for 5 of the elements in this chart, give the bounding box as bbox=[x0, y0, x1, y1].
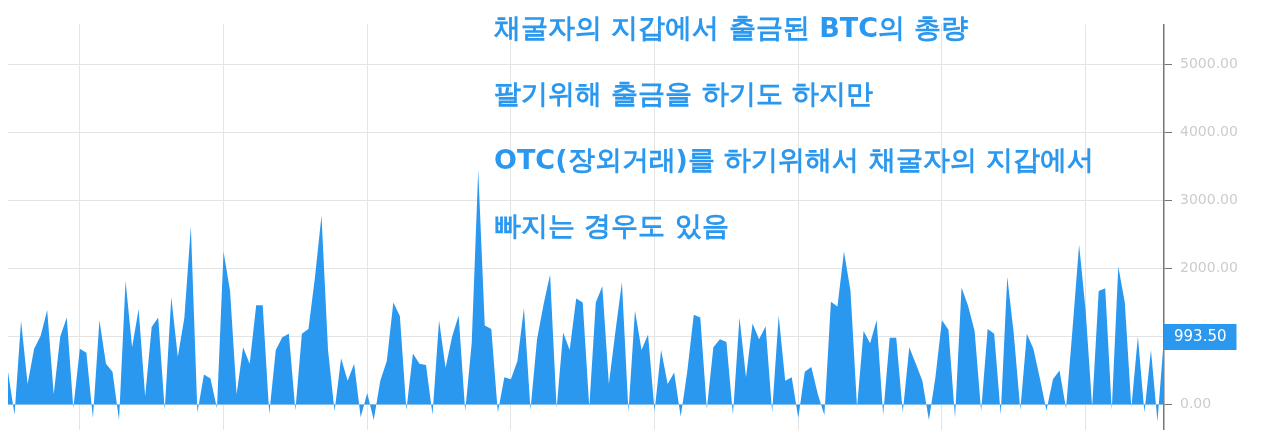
annotation: OTC(장외거래)를 하기위해서 채굴자의 지갑에서 bbox=[494, 144, 1095, 176]
text: 993.50 bbox=[1174, 326, 1227, 345]
annotation: 빠지는 경우도 있음 bbox=[494, 210, 729, 242]
annotation: 팔기위해 출금을 하기도 하지만 bbox=[494, 78, 874, 110]
annotation: 채굴자의 지갑에서 출금된 BTC의 총량 bbox=[494, 12, 969, 44]
